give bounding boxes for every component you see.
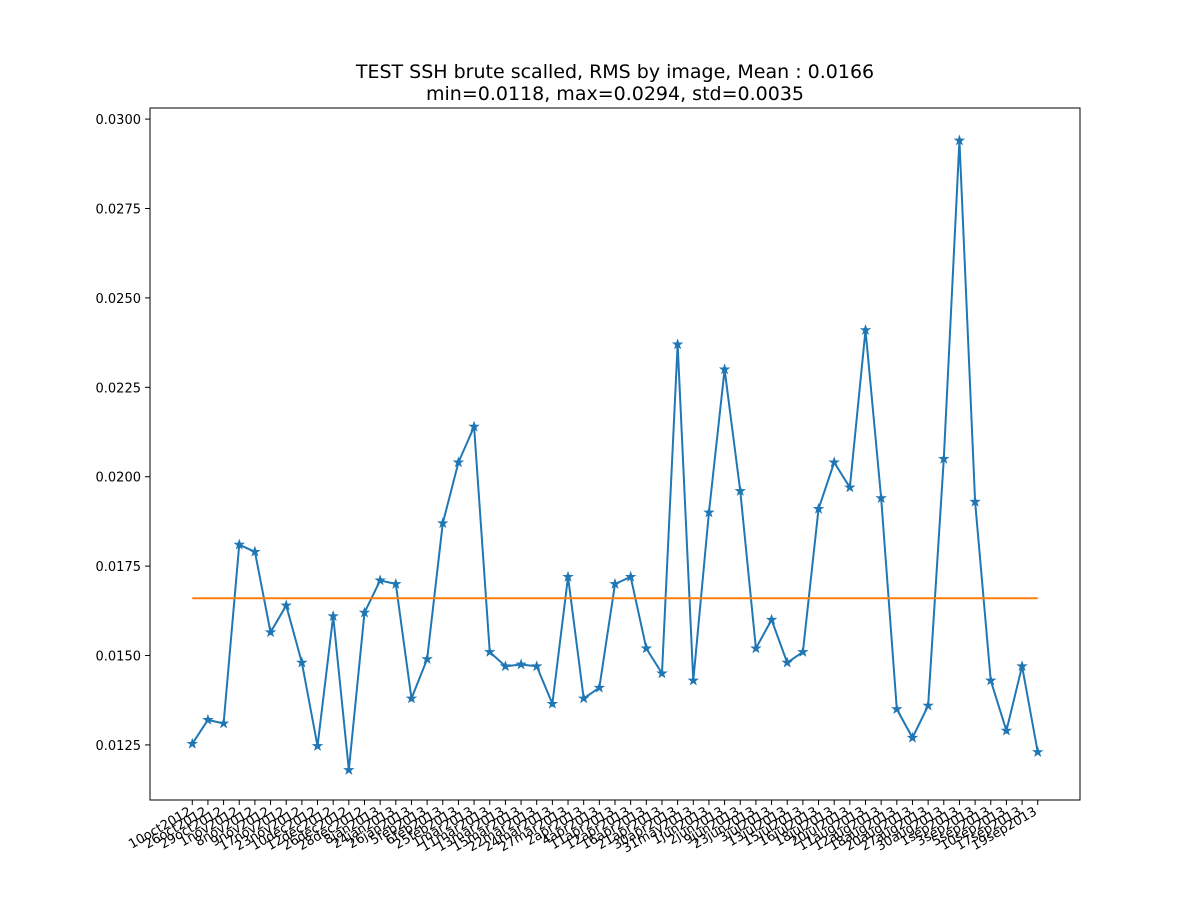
point-marker bbox=[922, 699, 934, 711]
y-tick-label: 0.0300 bbox=[96, 113, 142, 128]
point-marker bbox=[343, 763, 355, 775]
point-marker bbox=[969, 495, 981, 507]
point-marker bbox=[891, 703, 903, 715]
point-marker bbox=[828, 456, 840, 468]
point-marker bbox=[186, 737, 199, 749]
point-marker bbox=[953, 134, 966, 146]
point-marker bbox=[938, 452, 950, 464]
point-marker bbox=[718, 363, 731, 375]
point-marker bbox=[906, 731, 919, 743]
point-marker bbox=[405, 692, 418, 704]
y-tick-label: 0.0275 bbox=[96, 202, 142, 217]
point-marker bbox=[703, 506, 715, 518]
point-marker bbox=[249, 545, 261, 557]
y-tick-label: 0.0175 bbox=[96, 560, 142, 575]
point-marker bbox=[468, 420, 480, 432]
point-marker bbox=[781, 656, 793, 668]
y-tick-label: 0.0225 bbox=[96, 381, 142, 396]
point-marker bbox=[797, 645, 809, 657]
point-marker bbox=[844, 481, 856, 493]
point-marker bbox=[985, 674, 997, 686]
point-marker bbox=[1016, 660, 1028, 672]
chart-title: TEST SSH brute scalled, RMS by image, Me… bbox=[355, 61, 874, 83]
point-marker bbox=[546, 697, 559, 709]
y-tick-label: 0.0125 bbox=[96, 739, 142, 754]
point-marker bbox=[812, 502, 825, 514]
point-marker bbox=[1000, 724, 1013, 736]
point-marker bbox=[499, 660, 512, 672]
point-marker bbox=[484, 645, 496, 657]
point-marker bbox=[530, 660, 543, 672]
point-marker bbox=[202, 713, 214, 725]
point-marker bbox=[327, 610, 339, 622]
point-marker bbox=[233, 538, 245, 550]
point-marker bbox=[577, 692, 590, 704]
point-marker bbox=[640, 642, 653, 654]
point-marker bbox=[358, 606, 371, 618]
y-tick-label: 0.0150 bbox=[96, 650, 142, 665]
point-marker bbox=[624, 570, 637, 582]
point-marker bbox=[1031, 746, 1044, 757]
point-marker bbox=[671, 338, 684, 350]
y-tick-label: 0.0200 bbox=[96, 471, 142, 486]
y-tick-label: 0.0250 bbox=[96, 292, 142, 307]
point-marker bbox=[750, 642, 762, 654]
point-marker bbox=[656, 667, 668, 679]
point-marker bbox=[217, 717, 230, 729]
point-marker bbox=[390, 577, 402, 589]
point-marker bbox=[421, 653, 433, 664]
point-marker bbox=[609, 577, 621, 589]
point-marker bbox=[687, 674, 700, 686]
point-marker bbox=[296, 656, 308, 668]
chart-subtitle: min=0.0118, max=0.0294, std=0.0035 bbox=[426, 83, 804, 105]
point-marker bbox=[311, 739, 324, 751]
point-marker bbox=[859, 324, 872, 335]
plot-frame bbox=[149, 107, 1081, 801]
point-marker bbox=[264, 626, 277, 638]
point-marker bbox=[280, 599, 292, 611]
point-marker bbox=[593, 681, 606, 693]
point-marker bbox=[374, 574, 386, 586]
point-marker bbox=[765, 613, 778, 625]
point-marker bbox=[562, 570, 574, 582]
point-marker bbox=[452, 456, 465, 468]
point-marker bbox=[437, 517, 449, 529]
point-marker bbox=[875, 492, 887, 504]
point-marker bbox=[734, 484, 746, 496]
point-marker bbox=[515, 658, 527, 670]
